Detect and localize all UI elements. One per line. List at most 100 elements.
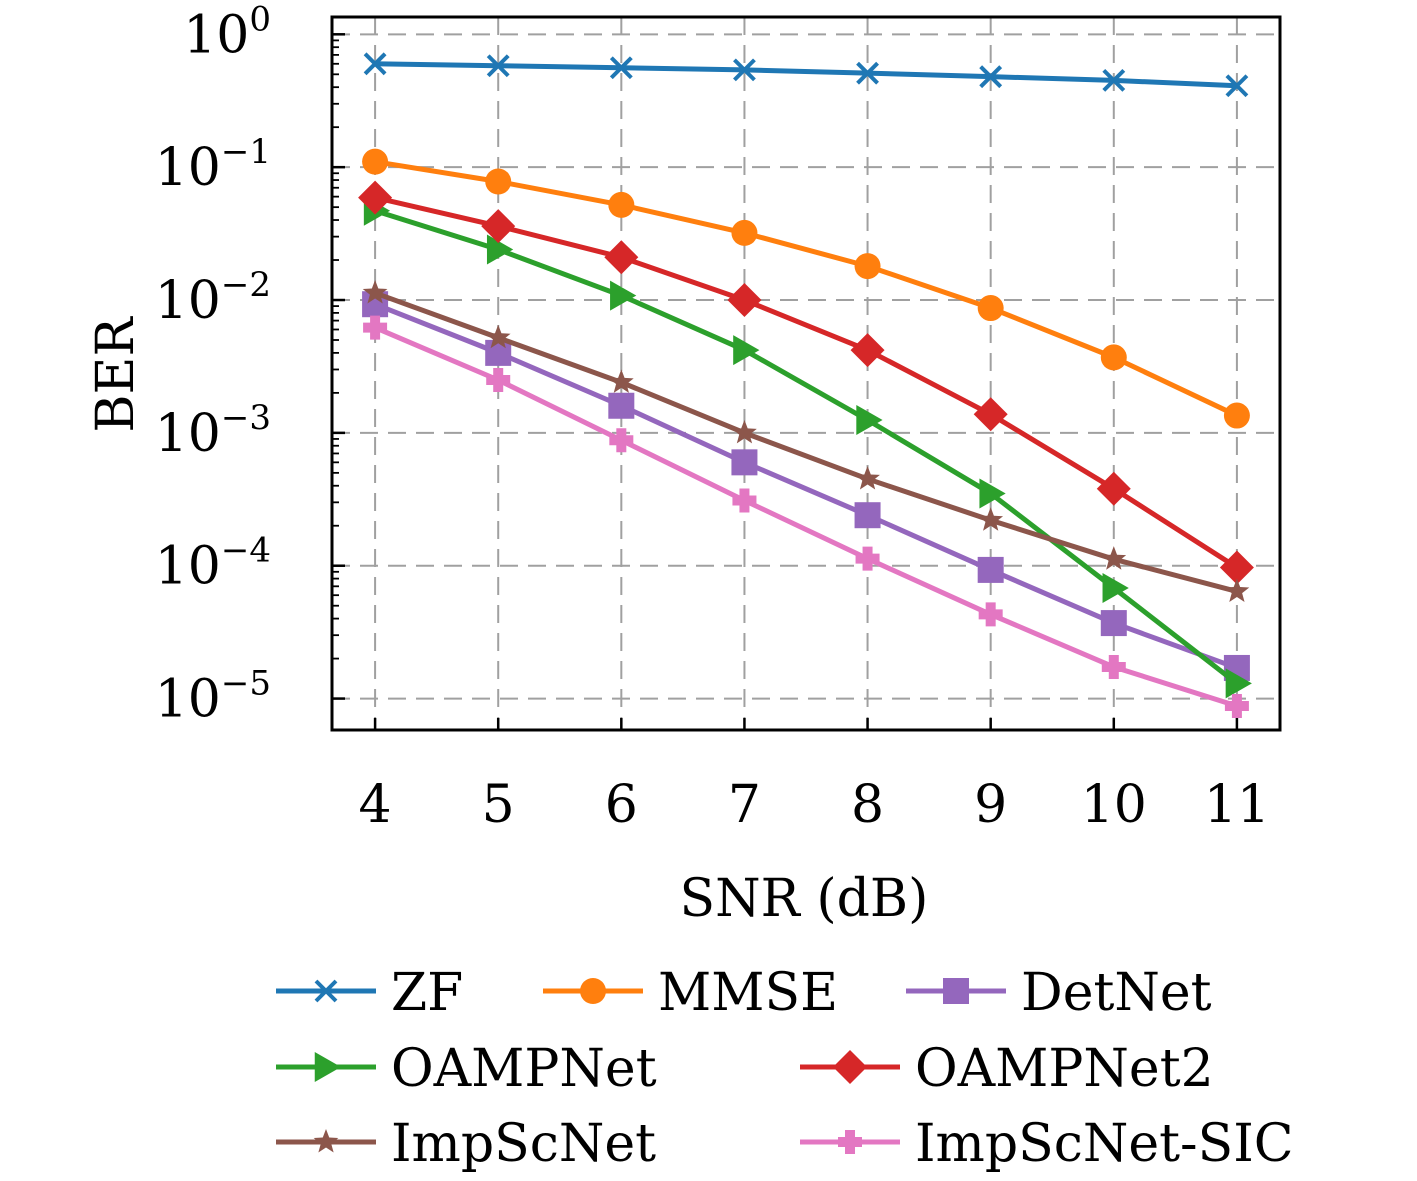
- data-point: [1224, 578, 1250, 602]
- data-point: [732, 488, 757, 513]
- marker-stroke: [733, 58, 756, 82]
- data-point: [608, 369, 634, 393]
- data-point: [943, 978, 969, 1004]
- series-detnet: [362, 291, 1250, 681]
- data-point: [363, 52, 387, 76]
- data-point: [485, 339, 512, 366]
- data-point: [580, 978, 606, 1004]
- marker-stroke: [1225, 74, 1249, 98]
- data-point: [733, 58, 756, 82]
- data-point: [732, 419, 757, 444]
- legend: ZF MMSE DetNet OAMPNet OAMPNet2 ImpScNet ImpSc…: [276, 963, 1294, 1174]
- legend-item: ZF: [276, 963, 463, 1023]
- legend-item: MMSE: [543, 963, 838, 1023]
- axes: 4 5 6 7 8 9 10 11 100 10−1 10−2 10−3 10−4 10−5: [155, 0, 1282, 835]
- x-tick-label: 5: [482, 775, 515, 835]
- series-impscnet: [362, 279, 1250, 602]
- data-point: [1224, 693, 1249, 718]
- data-point: [1102, 572, 1129, 603]
- marker-stroke: [609, 56, 633, 80]
- data-point: [485, 324, 511, 349]
- marker-stroke: [856, 61, 879, 85]
- data-point: [856, 404, 883, 435]
- data-point: [362, 279, 388, 304]
- x-axis-title: SNR (dB): [680, 869, 929, 929]
- series-line: [374, 301, 1238, 671]
- series-impscnet-sic: [363, 315, 1249, 718]
- legend-label: ImpScNet-SIC: [915, 1114, 1294, 1174]
- data-point: [979, 65, 1003, 89]
- y-tick-label: 100: [183, 0, 271, 65]
- legend-item: ImpScNet-SIC: [800, 1114, 1294, 1174]
- marker-stroke: [979, 65, 1003, 89]
- data-point: [1101, 654, 1126, 679]
- data-point: [979, 478, 1006, 509]
- series-line: [374, 159, 1238, 418]
- data-point: [833, 1050, 867, 1084]
- y-tick-label: 10−2: [155, 265, 271, 331]
- legend-item: DetNet: [906, 963, 1212, 1023]
- data-point: [973, 397, 1008, 432]
- data-point: [608, 392, 635, 419]
- legend-label: DetNet: [1021, 963, 1212, 1023]
- legend-label: OAMPNet2: [915, 1039, 1214, 1099]
- data-point: [855, 546, 880, 571]
- data-point: [313, 1129, 339, 1153]
- legend-label: MMSE: [658, 963, 838, 1023]
- data-point: [733, 335, 760, 366]
- data-point: [856, 61, 879, 85]
- data-point: [1101, 546, 1127, 570]
- series-mmse: [362, 148, 1250, 429]
- data-point: [1225, 668, 1252, 699]
- data-point: [362, 148, 389, 175]
- marker-stroke: [486, 54, 510, 78]
- series-layer: [358, 52, 1254, 718]
- marker-stroke: [314, 979, 338, 1003]
- data-point: [610, 280, 637, 311]
- legend-item: ImpScNet: [276, 1114, 656, 1174]
- data-point: [978, 507, 1004, 531]
- data-point: [485, 168, 512, 195]
- data-point: [838, 1130, 862, 1154]
- data-point: [486, 368, 511, 393]
- data-point: [1100, 344, 1127, 371]
- data-point: [363, 315, 388, 340]
- data-point: [1096, 471, 1131, 506]
- legend-item: OAMPNet: [276, 1039, 657, 1099]
- legend-label: OAMPNet: [391, 1039, 657, 1099]
- y-tick-label: 10−3: [155, 398, 271, 464]
- series-line: [375, 61, 1238, 89]
- data-point: [486, 54, 510, 78]
- data-point: [1223, 402, 1250, 429]
- x-tick-label: 10: [1081, 775, 1147, 835]
- data-point: [855, 465, 880, 490]
- data-point: [486, 234, 514, 265]
- data-point: [1225, 74, 1249, 98]
- data-point: [608, 191, 635, 218]
- series-oampnet2: [358, 180, 1254, 585]
- legend-label: ImpScNet: [391, 1114, 656, 1174]
- data-point: [731, 219, 758, 246]
- y-tick-label: 10−1: [155, 132, 271, 198]
- x-tick-label: 4: [359, 775, 392, 835]
- x-tick-label: 7: [728, 775, 761, 835]
- data-point: [481, 209, 516, 244]
- data-point: [731, 449, 758, 476]
- marker-stroke: [363, 52, 387, 76]
- plot-frame: [330, 15, 1282, 732]
- y-tick-label: 10−4: [155, 531, 271, 597]
- x-tick-label: 11: [1204, 775, 1270, 835]
- data-point: [854, 502, 881, 529]
- data-point: [609, 56, 633, 80]
- data-point: [1102, 68, 1126, 92]
- data-point: [358, 180, 393, 215]
- data-point: [1219, 550, 1254, 585]
- data-point: [604, 240, 639, 275]
- y-axis-title: BER: [86, 315, 146, 432]
- series-line: [374, 290, 1238, 594]
- data-point: [727, 283, 762, 318]
- marker-stroke: [1102, 68, 1126, 92]
- x-tick-label: 6: [605, 775, 638, 835]
- grid-lines: [332, 17, 1280, 730]
